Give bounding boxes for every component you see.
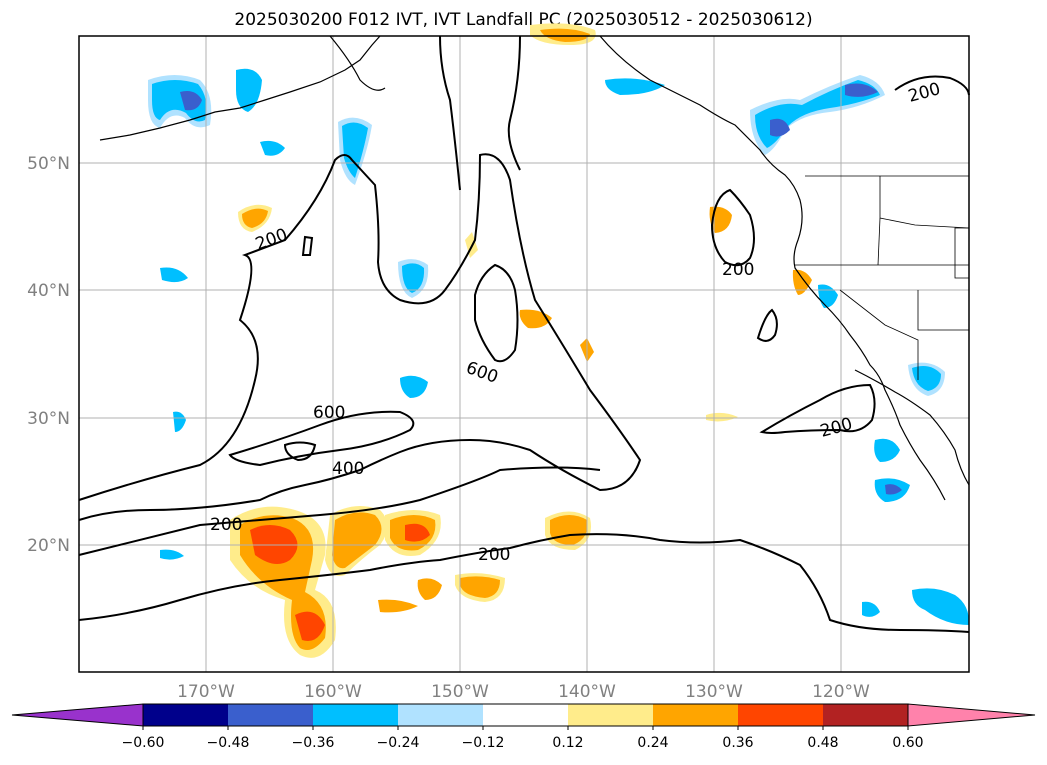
lat-tick-label: 20°N: [27, 536, 70, 556]
colorbar-segment: [568, 704, 653, 726]
lat-tick-label: 50°N: [27, 154, 70, 174]
colorbar-extend-high: [907, 703, 1036, 727]
colorbar-tick-label: −0.24: [377, 735, 420, 751]
colorbar-segment: [823, 704, 908, 726]
colorbar-segment: [653, 704, 738, 726]
colorbar-tick-label: 0.24: [637, 735, 668, 751]
lon-tick-label: 130°W: [685, 682, 743, 702]
lat-tick-label: 30°N: [27, 409, 70, 429]
lat-tick-labels: 50°N 40°N 30°N 20°N: [27, 154, 70, 556]
gridlines: [79, 36, 969, 672]
coastlines: [99, 35, 970, 501]
lon-tick-labels: 170°W 160°W 150°W 140°W 130°W 120°W: [177, 682, 870, 702]
lon-tick-label: 170°W: [177, 682, 235, 702]
colorbar-segment: [313, 704, 398, 726]
lat-tick-label: 40°N: [27, 281, 70, 301]
colorbar-segment: [398, 704, 483, 726]
colorbar-tick-label: −0.48: [207, 735, 250, 751]
contour-label: 200: [478, 545, 510, 565]
map-title: 2025030200 F012 IVT, IVT Landfall PC (20…: [234, 10, 813, 30]
contour-label: 200: [722, 260, 754, 280]
colorbar-tick-label: −0.36: [292, 735, 335, 751]
colorbar-segment: [143, 704, 228, 726]
lon-tick-label: 140°W: [558, 682, 616, 702]
lon-tick-label: 150°W: [431, 682, 489, 702]
colorbar: −0.60 −0.48 −0.36 −0.24 −0.12 0.12 0.24 0.36 0.4…: [11, 703, 1036, 751]
contour-label: 200: [210, 515, 242, 535]
map-frame: [78, 35, 970, 673]
ivt-contours: [78, 35, 970, 633]
colorbar-extend-low: [11, 703, 144, 727]
colorbar-segment: [738, 704, 823, 726]
state-borders: [795, 175, 970, 380]
colorbar-tick-label: 0.48: [807, 735, 838, 751]
lon-tick-label: 120°W: [812, 682, 870, 702]
colorbar-outline: [142, 703, 909, 727]
contour-label: 600: [313, 403, 345, 423]
colorbar-tick-label: −0.12: [462, 735, 505, 751]
colorbar-tick-label: 0.12: [552, 735, 583, 751]
map-panel: [79, 36, 969, 672]
contour-label: 400: [332, 459, 364, 479]
colorbar-tick-label: 0.60: [892, 735, 923, 751]
colorbar-tick-label: −0.60: [122, 735, 165, 751]
lon-tick-label: 160°W: [304, 682, 362, 702]
colorbar-segment: [228, 704, 313, 726]
colorbar-segment: [483, 704, 568, 726]
colorbar-tick-label: 0.36: [722, 735, 753, 751]
